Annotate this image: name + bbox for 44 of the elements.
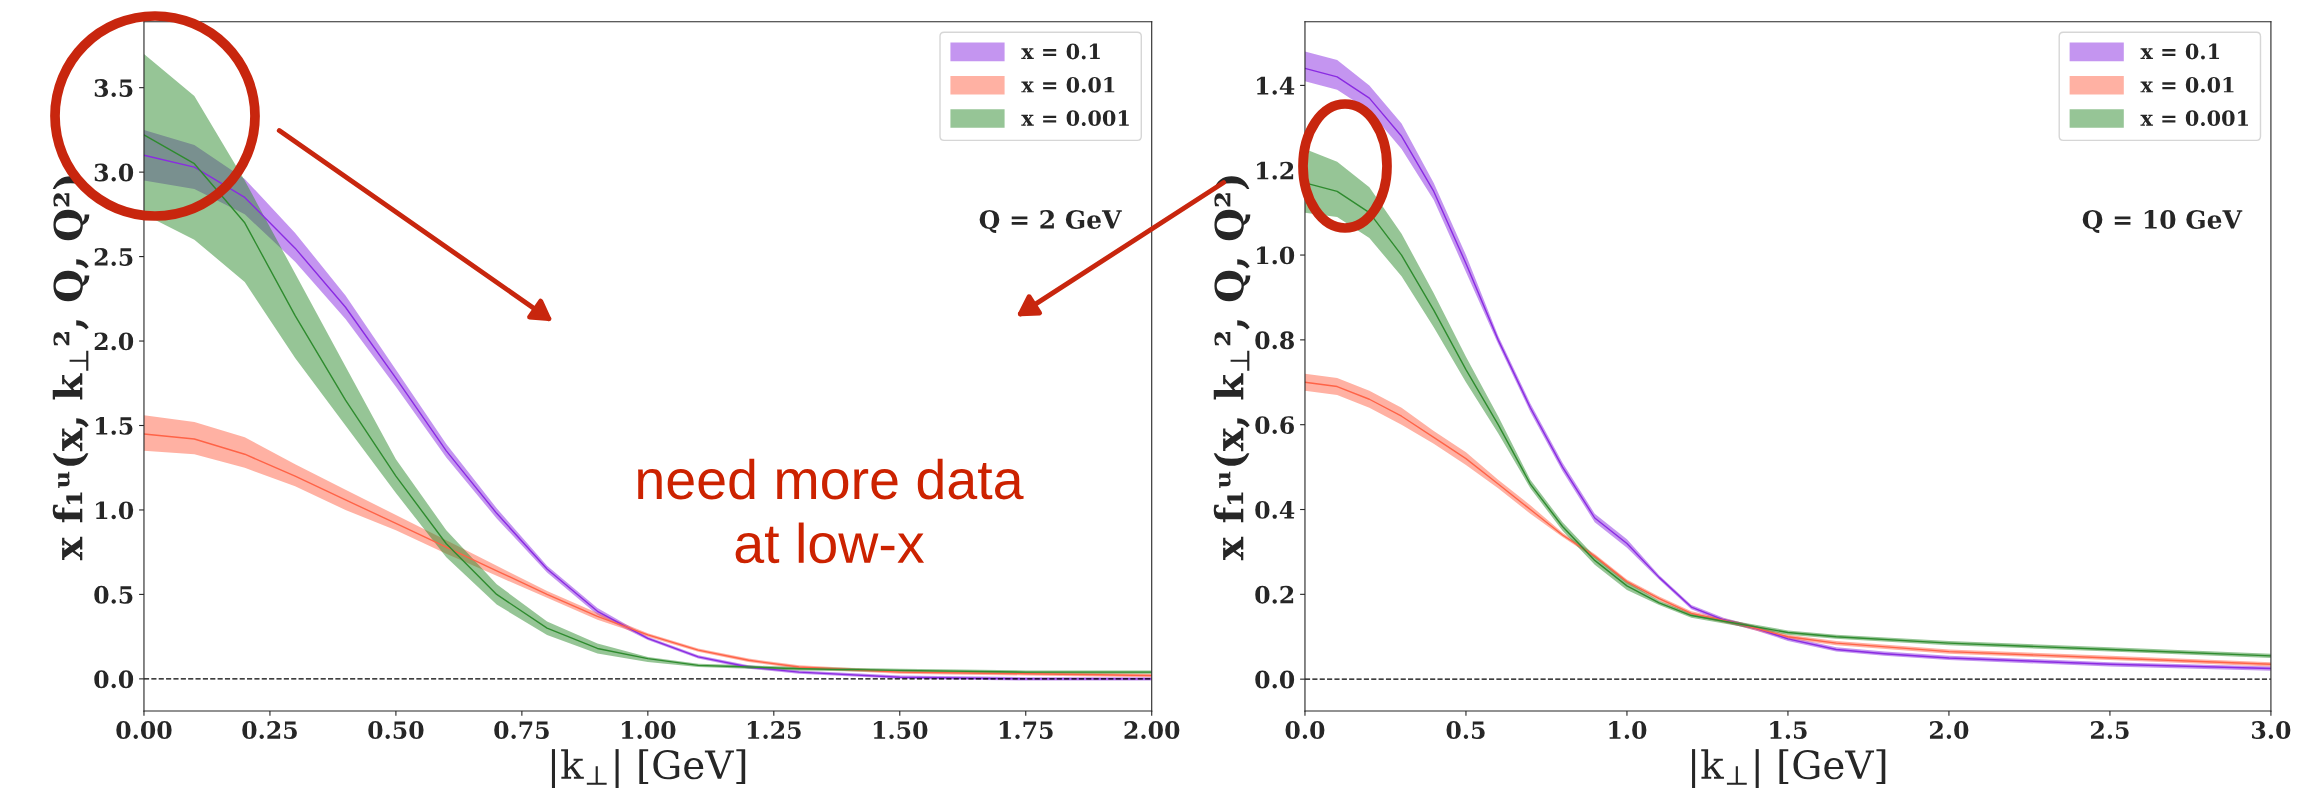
legend-label: x = 0.1 <box>1021 43 1100 60</box>
y-tick-label: 0.2 <box>1255 585 1294 604</box>
x-tick-label: 0.0 <box>1285 721 1325 739</box>
x-tick-label: 0.25 <box>242 721 297 739</box>
y-tick-label: 1.0 <box>1257 246 1295 265</box>
annotation: Q = 2 GeV <box>979 209 1122 234</box>
legend-label: x = 0.001 <box>2140 110 2249 126</box>
y-tick-label: 2.5 <box>94 248 133 266</box>
y-tick-label: 2.0 <box>94 332 134 351</box>
x-tick-label: 2.0 <box>1929 721 1969 739</box>
y-tick-label: 1.0 <box>96 501 134 520</box>
x-tick-label: 1.50 <box>873 721 928 739</box>
y-tick-label: 3.0 <box>94 163 134 182</box>
annotation: Q = 10 GeV <box>2082 209 2243 234</box>
legend-label: x = 0.01 <box>1021 76 1115 93</box>
x-tick-label: 3.0 <box>2252 721 2291 739</box>
x-tick-label: 0.00 <box>116 721 172 739</box>
y-tick-label: 1.2 <box>1257 161 1294 180</box>
y-tick-label: 3.5 <box>94 79 133 97</box>
x-tick-label: 0.5 <box>1446 721 1485 739</box>
y-axis-title: x f₁ᵘ(x, k$_{⊥}$², Q, Q²) <box>1213 176 1251 561</box>
annotation: need more data at low-x <box>638 458 1024 564</box>
y-tick-label: 0.8 <box>1255 331 1294 350</box>
x-tick-label: 1.75 <box>999 721 1053 739</box>
y-tick-label: 0.0 <box>94 670 134 689</box>
y-tick-label: 0.6 <box>1255 416 1294 434</box>
legend-label: x = 0.01 <box>2140 76 2234 93</box>
y-tick-label: 1.5 <box>96 416 133 435</box>
x-tick-label: 2.00 <box>1124 721 1180 739</box>
y-tick-label: 0.0 <box>1255 670 1295 689</box>
x-tick-label: 0.75 <box>494 721 549 739</box>
x-tick-label: 2.5 <box>2090 721 2129 739</box>
x-tick-label: 1.00 <box>621 721 676 739</box>
x-tick-label: 1.25 <box>747 721 801 739</box>
x-tick-label: 0.50 <box>368 721 424 739</box>
y-tick-label: 1.4 <box>1257 76 1295 95</box>
x-tick-label: 1.5 <box>1770 721 1807 739</box>
x-tick-label: 1.0 <box>1609 721 1647 739</box>
x-axis-title: |k$_{⊥}$| [GeV] <box>1692 749 1886 788</box>
legend-label: x = 0.1 <box>2140 43 2220 60</box>
x-axis-title: |k$_{⊥}$| [GeV] <box>551 749 746 788</box>
legend-label: x = 0.001 <box>1021 110 1129 126</box>
y-tick-label: 0.5 <box>94 585 133 604</box>
y-tick-label: 0.4 <box>1255 500 1295 519</box>
